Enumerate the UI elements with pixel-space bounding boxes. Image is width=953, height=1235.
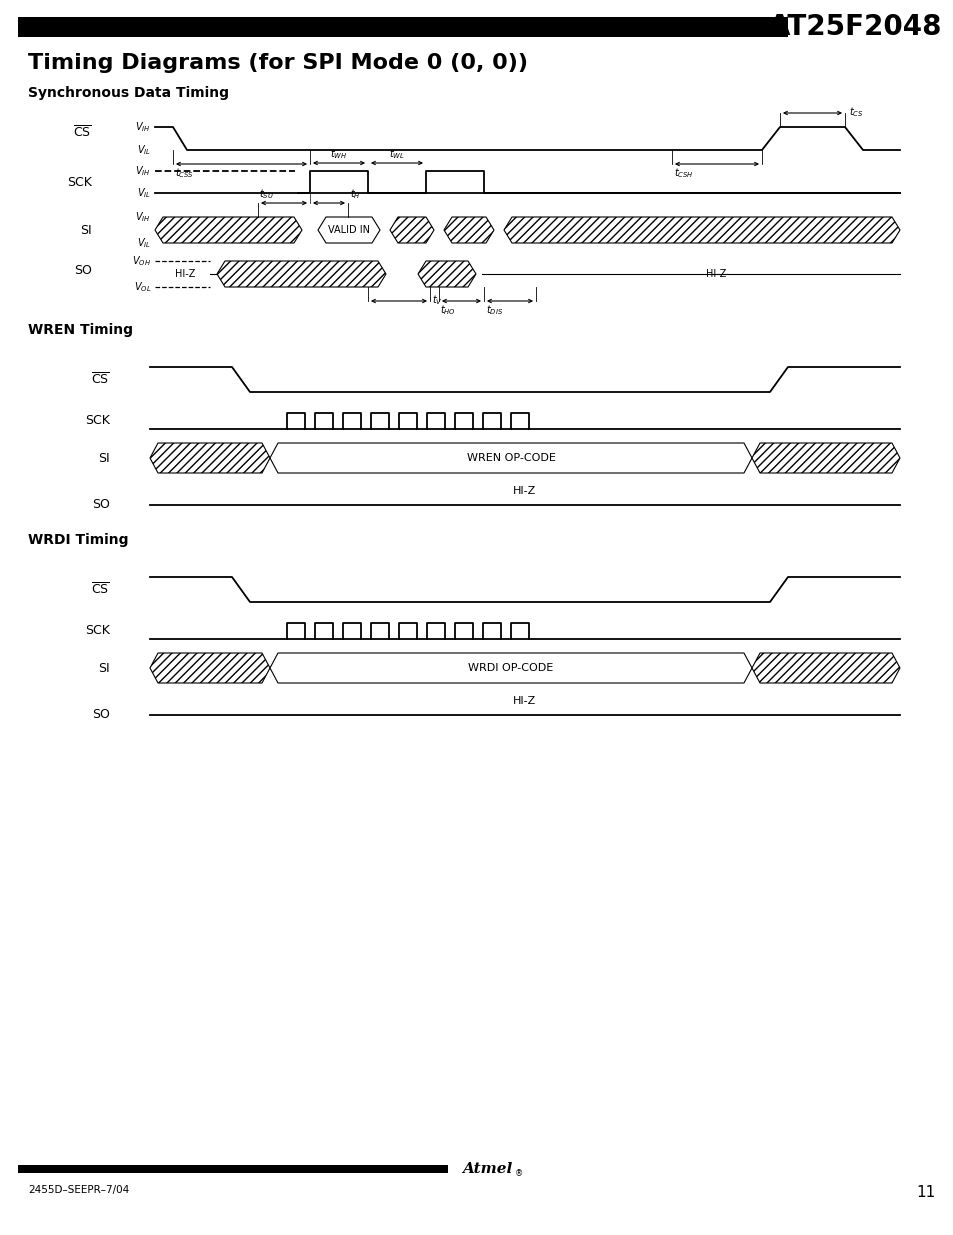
Text: $V_{IL}$: $V_{IL}$: [137, 236, 151, 249]
Text: WREN OP-CODE: WREN OP-CODE: [466, 453, 555, 463]
Text: SCK: SCK: [85, 415, 110, 427]
Text: $t_H$: $t_H$: [350, 188, 360, 201]
Text: HI-Z: HI-Z: [513, 487, 536, 496]
Polygon shape: [270, 653, 751, 683]
Text: HI-Z: HI-Z: [705, 269, 725, 279]
Text: $V_{OH}$: $V_{OH}$: [132, 254, 151, 268]
Polygon shape: [390, 217, 434, 243]
Text: $\overline{\rm CS}$: $\overline{\rm CS}$: [91, 372, 110, 388]
Polygon shape: [503, 217, 899, 243]
Polygon shape: [154, 217, 302, 243]
Bar: [18, 17, 787, 37]
Text: VALID IN: VALID IN: [328, 225, 370, 235]
Polygon shape: [270, 443, 751, 473]
Polygon shape: [443, 217, 494, 243]
Text: Atmel: Atmel: [461, 1162, 512, 1176]
Text: $t_{DIS}$: $t_{DIS}$: [485, 303, 502, 317]
Polygon shape: [317, 217, 379, 243]
Text: $V_{IH}$: $V_{IH}$: [135, 120, 151, 133]
Text: $V_{IL}$: $V_{IL}$: [137, 186, 151, 200]
Text: SCK: SCK: [67, 175, 91, 189]
Text: Timing Diagrams (for SPI Mode 0 (0, 0)): Timing Diagrams (for SPI Mode 0 (0, 0)): [28, 53, 527, 73]
Text: SO: SO: [92, 709, 110, 721]
Polygon shape: [417, 261, 476, 287]
Text: ®: ®: [515, 1170, 522, 1178]
Text: 11: 11: [916, 1186, 935, 1200]
Text: $V_{OL}$: $V_{OL}$: [133, 280, 151, 294]
Text: SCK: SCK: [85, 625, 110, 637]
Text: WREN Timing: WREN Timing: [28, 324, 132, 337]
Text: HI-Z: HI-Z: [174, 269, 195, 279]
Text: $t_{CS}$: $t_{CS}$: [848, 105, 862, 119]
Text: $\overline{\rm CS}$: $\overline{\rm CS}$: [91, 582, 110, 598]
Text: $t_V$: $t_V$: [432, 293, 442, 308]
Text: $V_{IL}$: $V_{IL}$: [137, 143, 151, 157]
Text: $t_{WH}$: $t_{WH}$: [330, 147, 347, 161]
Text: HI-Z: HI-Z: [513, 697, 536, 706]
Text: $t_{SU}$: $t_{SU}$: [258, 188, 274, 201]
Text: 2455D–SEEPR–7/04: 2455D–SEEPR–7/04: [28, 1186, 129, 1195]
Polygon shape: [150, 443, 270, 473]
Polygon shape: [751, 443, 899, 473]
Text: $V_{IH}$: $V_{IH}$: [135, 164, 151, 178]
Text: SI: SI: [98, 662, 110, 674]
Text: $t_{CSS}$: $t_{CSS}$: [174, 165, 193, 180]
Bar: [18, 1165, 448, 1173]
Text: SI: SI: [80, 224, 91, 236]
Text: $t_{WL}$: $t_{WL}$: [389, 147, 404, 161]
Text: SI: SI: [98, 452, 110, 464]
Text: SO: SO: [92, 499, 110, 511]
Text: $\overline{\rm CS}$: $\overline{\rm CS}$: [73, 125, 91, 141]
Text: AT25F2048: AT25F2048: [768, 14, 941, 41]
Text: WRDI OP-CODE: WRDI OP-CODE: [468, 663, 553, 673]
Text: $V_{IH}$: $V_{IH}$: [135, 210, 151, 224]
Polygon shape: [216, 261, 386, 287]
Text: SO: SO: [74, 263, 91, 277]
Text: WRDI Timing: WRDI Timing: [28, 534, 129, 547]
Text: Synchronous Data Timing: Synchronous Data Timing: [28, 86, 229, 100]
Text: $t_{CSH}$: $t_{CSH}$: [673, 165, 693, 180]
Text: $t_{HO}$: $t_{HO}$: [439, 303, 456, 317]
Polygon shape: [150, 653, 270, 683]
Polygon shape: [751, 653, 899, 683]
